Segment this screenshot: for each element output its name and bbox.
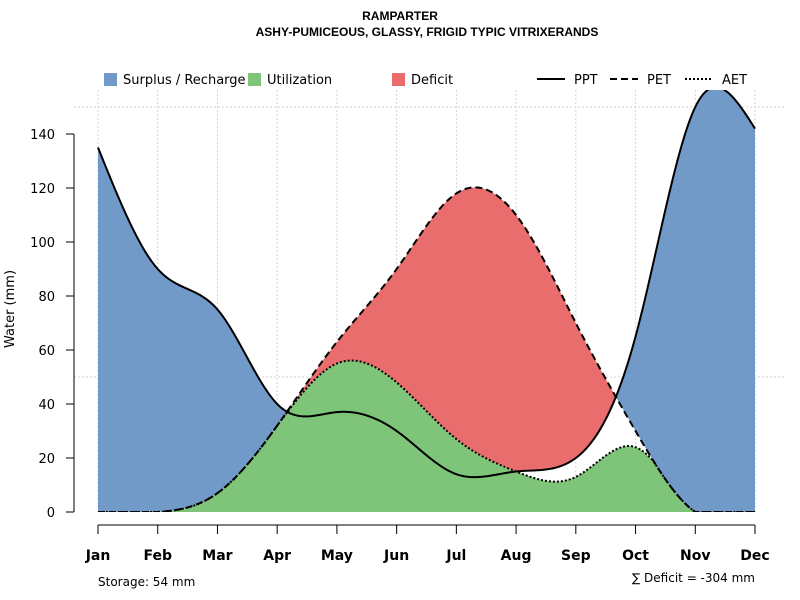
x-tick-label: Jul xyxy=(445,548,466,564)
x-tick-label: Aug xyxy=(501,548,532,564)
x-tick-label: Apr xyxy=(263,548,291,564)
chart-subtitle: ASHY-PUMICEOUS, GLASSY, FRIGID TYPIC VIT… xyxy=(256,25,599,39)
x-tick-label: Dec xyxy=(740,548,769,564)
storage-annotation: Storage: 54 mm xyxy=(98,575,195,589)
chart-title: RAMPARTER xyxy=(362,9,438,23)
aet-line xyxy=(98,359,755,512)
x-tick-label: Jan xyxy=(85,548,111,564)
y-tick-label: 120 xyxy=(30,182,55,197)
area-fills xyxy=(98,90,755,512)
x-tick-label: Mar xyxy=(202,548,232,564)
legend-label: Surplus / Recharge xyxy=(123,73,246,88)
legend-swatch xyxy=(104,73,117,86)
series-lines xyxy=(97,90,756,512)
utilization-area xyxy=(98,360,755,512)
x-tick-label: May xyxy=(321,548,353,564)
x-tick-label: Sep xyxy=(561,548,591,564)
x-tick-label: Jun xyxy=(383,548,409,564)
x-tick-label: Nov xyxy=(680,548,710,564)
y-tick-label: 0 xyxy=(47,506,55,521)
y-tick-label: 100 xyxy=(30,236,55,251)
legend-swatch xyxy=(248,73,261,86)
y-tick-label: 80 xyxy=(38,290,55,305)
x-tick-label: Feb xyxy=(143,548,172,564)
x-tick-label: Oct xyxy=(622,548,649,564)
pet-line xyxy=(98,186,755,512)
legend-label: PPT xyxy=(574,73,598,88)
y-tick-label: 20 xyxy=(38,452,55,467)
legend-swatch xyxy=(392,73,405,86)
legend-label: AET xyxy=(722,73,747,88)
legend-label: Deficit xyxy=(411,73,453,88)
deficit-area xyxy=(98,187,755,512)
deficit-annotation: ∑ Deficit = -304 mm xyxy=(632,571,755,585)
legend: Surplus / Recharge Utilization Deficit PPT P… xyxy=(104,73,747,88)
y-axis-label: Water (mm) xyxy=(3,270,18,348)
legend-label: Utilization xyxy=(267,73,332,88)
y-tick-label: 60 xyxy=(38,344,55,359)
axes: 0 20 40 60 80 100 120 140 Jan Feb Mar Apr May Jun Jul A… xyxy=(30,128,770,564)
surplus-area xyxy=(98,90,755,512)
legend-label: PET xyxy=(647,73,671,88)
y-tick-label: 140 xyxy=(30,128,55,143)
y-tick-label: 40 xyxy=(38,398,55,413)
ppt-line xyxy=(97,90,756,479)
